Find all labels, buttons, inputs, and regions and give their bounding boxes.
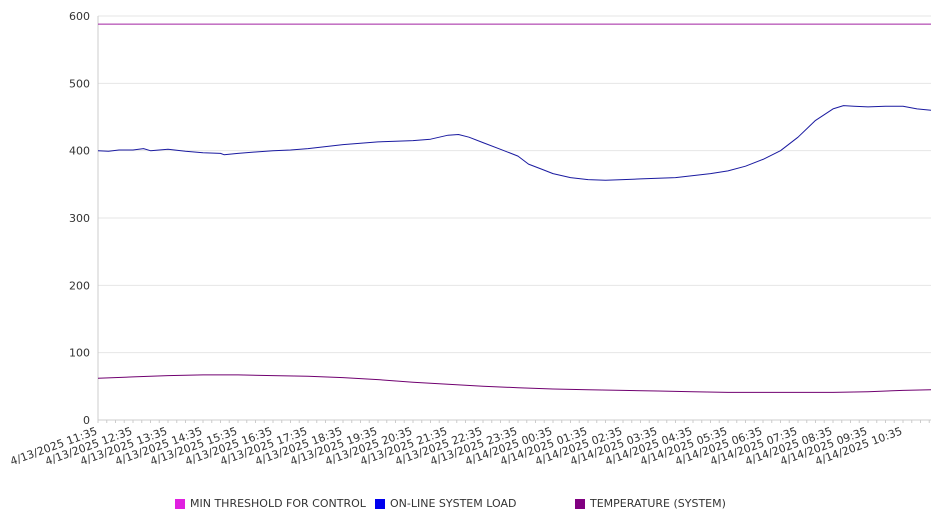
legend-item-temperature[interactable]: TEMPERATURE (SYSTEM) bbox=[575, 497, 726, 510]
legend-swatch-system-load bbox=[375, 498, 385, 509]
grid-lines bbox=[98, 15, 931, 354]
y-tick-label: 200 bbox=[69, 279, 90, 292]
y-tick-label: 0 bbox=[83, 414, 90, 427]
series-line-system-load bbox=[97, 105, 932, 181]
series-line-temperature bbox=[97, 374, 932, 393]
x-tick-labels: 4/13/2025 11:354/13/2025 12:354/13/2025 … bbox=[8, 425, 904, 469]
y-tick-label: 100 bbox=[69, 347, 90, 360]
y-tick-label: 400 bbox=[69, 145, 90, 158]
y-tick-label: 500 bbox=[69, 77, 90, 90]
legend: MIN THRESHOLD FOR CONTROL ON-LINE SYSTEM… bbox=[0, 497, 946, 517]
legend-item-min-threshold[interactable]: MIN THRESHOLD FOR CONTROL bbox=[175, 497, 366, 510]
y-tick-label: 600 bbox=[69, 10, 90, 23]
y-tick-labels: 0 100 200 300 400 500 600 bbox=[69, 10, 90, 427]
legend-swatch-min-threshold bbox=[175, 498, 185, 509]
y-tick-label: 300 bbox=[69, 212, 90, 225]
series-lines bbox=[97, 23, 932, 393]
legend-swatch-temperature bbox=[575, 498, 585, 509]
legend-label-temperature: TEMPERATURE (SYSTEM) bbox=[590, 497, 726, 510]
axes bbox=[97, 16, 931, 423]
legend-label-system-load: ON-LINE SYSTEM LOAD bbox=[390, 497, 517, 510]
legend-item-system-load[interactable]: ON-LINE SYSTEM LOAD bbox=[375, 497, 516, 510]
legend-label-min-threshold: MIN THRESHOLD FOR CONTROL bbox=[190, 497, 366, 510]
